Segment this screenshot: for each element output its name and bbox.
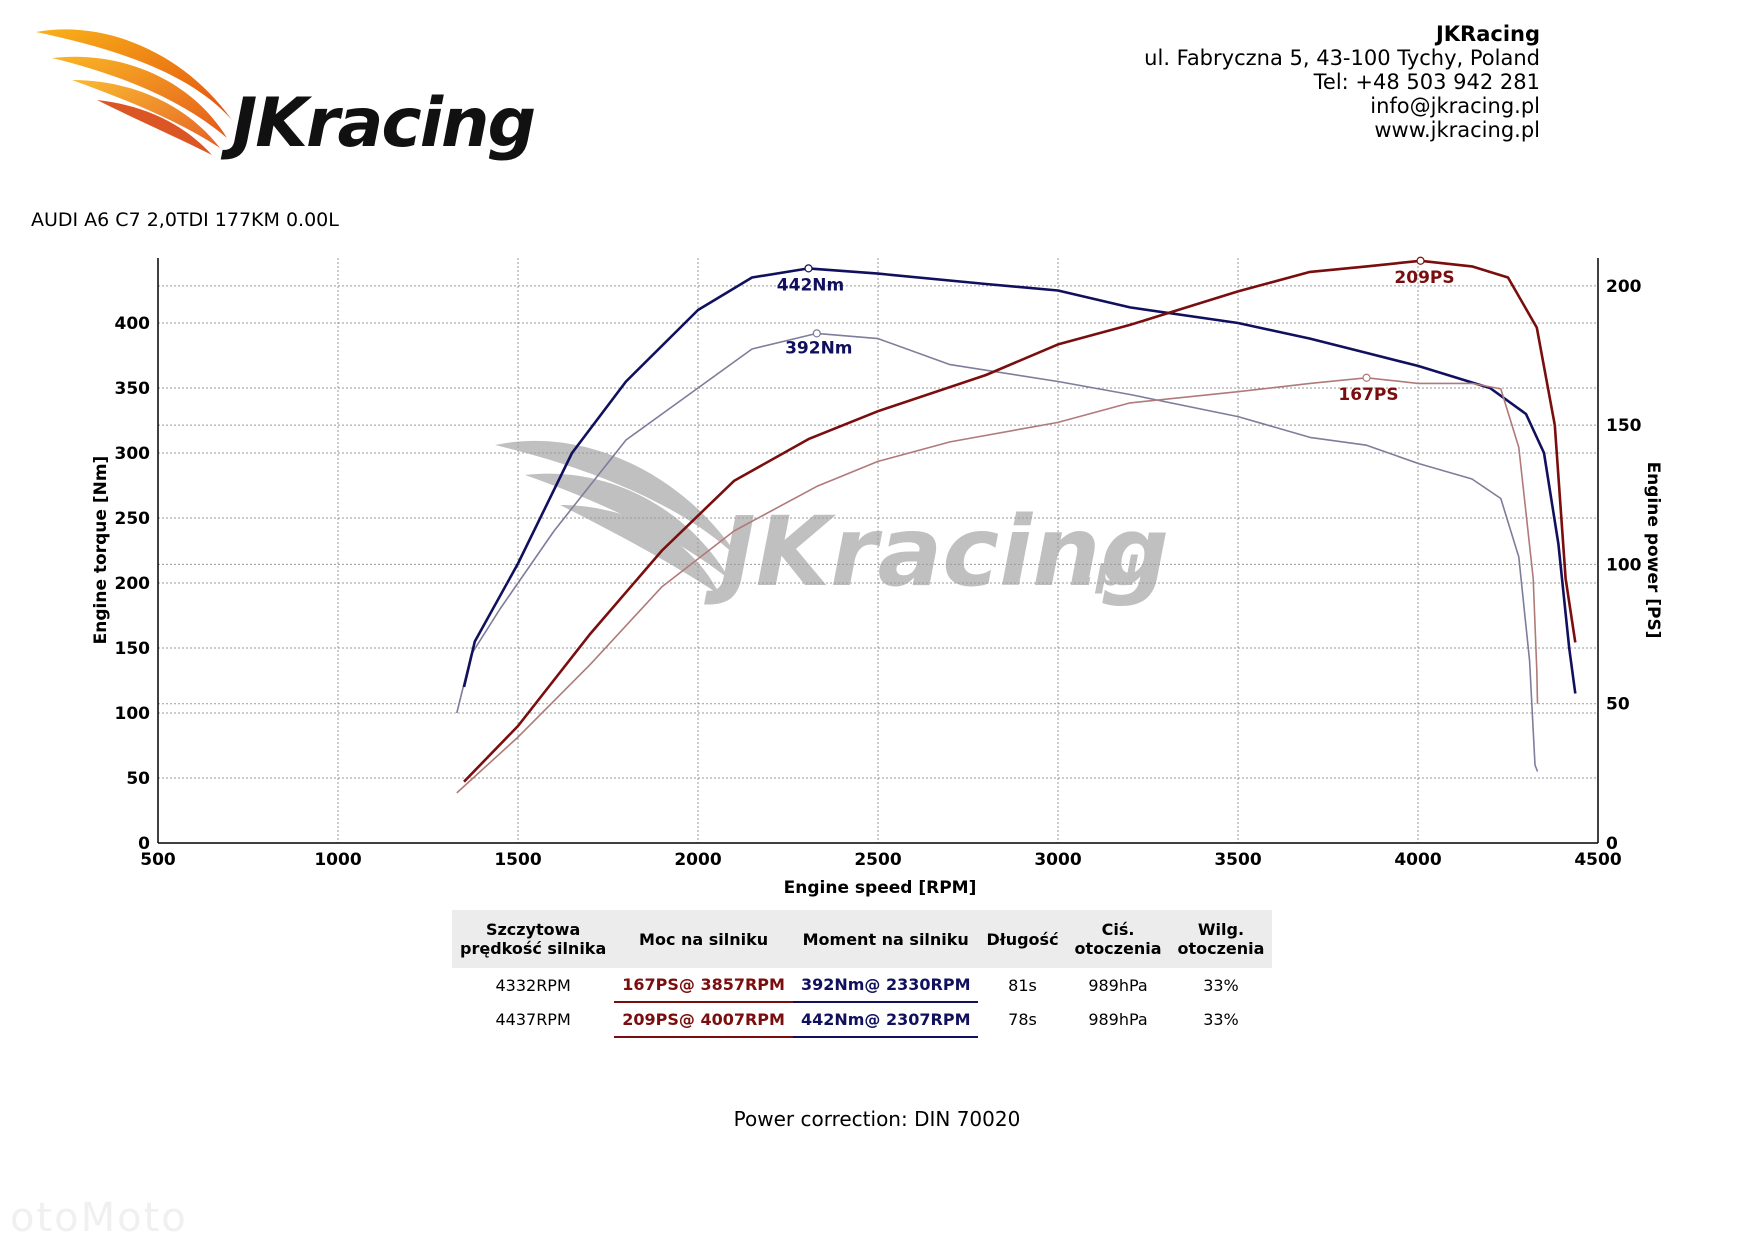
chart-axes: 500 1000 1500 2000 2500 3000 3500 4000 450005010…	[115, 258, 1642, 870]
peak-label-power_tuned: 209PS	[1394, 268, 1454, 288]
company-address: ul. Fabryczna 5, 43-100 Tychy, Poland	[1144, 46, 1540, 70]
logo-wordmark: JKracing	[232, 84, 536, 163]
chart-grid	[157, 258, 1599, 844]
peak-label-power_stock: 167PS	[1338, 385, 1398, 405]
cell-pressure: 989hPa	[1088, 975, 1148, 995]
cell-duration: 78s	[1008, 1010, 1037, 1029]
y-tick-label-left: 0	[138, 834, 150, 854]
watermark-wordmark: JKracing	[704, 496, 1169, 608]
peak-marker-power_stock	[1362, 373, 1371, 382]
y-axis-left-label: Engine torque [Nm]	[91, 456, 111, 645]
y-tick-label-right: 50	[1606, 695, 1630, 715]
x-tick-label: 1000	[314, 850, 361, 870]
vehicle-title: AUDI A6 C7 2,0TDI 177KM 0.00L	[31, 209, 339, 231]
cell-torque: 392Nm@ 2330RPM	[792, 968, 979, 1003]
y-tick-label-left: 400	[115, 314, 151, 334]
table-row: 4437RPM 209PS@ 4007RPM 442Nm@ 2307RPM 78…	[452, 1002, 1272, 1038]
company-phone: Tel: +48 503 942 281	[1313, 70, 1540, 94]
results-header-row: Szczytowa prędkość silnika Moc na silnik…	[452, 910, 1273, 968]
dyno-chart: JKracing .pl 500 1000 1500 2000 2500 3000 3500…	[91, 256, 1663, 898]
y-tick-label-left: 250	[115, 509, 151, 529]
cell-power: 209PS@ 4007RPM	[614, 1002, 793, 1038]
cell-rpm: 4332RPM	[495, 975, 571, 995]
y-tick-label-left: 300	[115, 444, 151, 464]
y-tick-label-left: 50	[126, 769, 150, 789]
peak-marker-torque_tuned	[804, 264, 813, 273]
y-tick-label-left: 150	[115, 639, 151, 659]
company-email[interactable]: info@jkracing.pl	[1370, 94, 1540, 118]
flame-swoosh-icon	[36, 29, 232, 155]
x-tick-label: 4000	[1394, 850, 1441, 870]
x-tick-label: 1500	[494, 850, 541, 870]
peak-marker-power_tuned	[1416, 256, 1425, 265]
y-tick-label-right: 200	[1606, 277, 1642, 297]
power-correction-note: Power correction: DIN 70020	[733, 1107, 1021, 1131]
chart-peaks: 392Nm 442Nm 167PS 209PS	[777, 256, 1455, 405]
x-tick-label: 2500	[854, 850, 901, 870]
peak-label-torque_tuned: 442Nm	[777, 275, 844, 295]
x-tick-label: 3000	[1034, 850, 1081, 870]
y-axis-right-label: Engine power [PS]	[1643, 462, 1663, 639]
cell-humidity: 33%	[1203, 975, 1239, 995]
x-tick-label: 4500	[1574, 850, 1621, 870]
y-tick-label-right: 100	[1606, 555, 1642, 575]
cell-power: 167PS@ 3857RPM	[614, 968, 793, 1003]
peak-marker-torque_stock	[812, 329, 821, 338]
y-tick-label-left: 100	[115, 704, 151, 724]
series-line-power_tuned	[463, 259, 1577, 783]
y-tick-label-left: 350	[115, 379, 151, 399]
header-peak-rpm: Szczytowa prędkość silnika	[452, 910, 615, 968]
peak-label-torque_stock: 392Nm	[785, 338, 852, 358]
company-website[interactable]: www.jkracing.pl	[1374, 118, 1540, 142]
cell-torque: 442Nm@ 2307RPM	[792, 1002, 979, 1038]
company-name: JKRacing	[1435, 22, 1540, 46]
header-power: Moc na silniku	[614, 910, 793, 968]
results-table: Szczytowa prędkość silnika Moc na silnik…	[452, 910, 1273, 1038]
x-tick-label: 3500	[1214, 850, 1261, 870]
y-tick-label-right: 0	[1606, 834, 1618, 854]
cell-pressure: 989hPa	[1088, 1010, 1148, 1029]
y-tick-label-left: 200	[115, 574, 151, 594]
cell-humidity: 33%	[1203, 1010, 1239, 1029]
header-pressure: Ciś. otoczenia	[1066, 910, 1170, 968]
series-line-power_stock	[456, 377, 1539, 794]
cell-duration: 81s	[1008, 975, 1037, 995]
series-line-torque_tuned	[462, 267, 1577, 694]
chart-watermark: JKracing .pl	[495, 440, 1169, 608]
y-tick-label-right: 150	[1606, 416, 1642, 436]
series-line-torque_stock	[456, 332, 1539, 772]
x-tick-label: 2000	[674, 850, 721, 870]
header-humidity: Wilg. otoczenia	[1169, 910, 1273, 968]
watermark-suffix: .pl	[1080, 549, 1139, 595]
jkracing-logo	[32, 20, 452, 165]
header-torque: Moment na silniku	[792, 910, 979, 968]
x-tick-label: 500	[140, 850, 176, 870]
table-row: 4332RPM 167PS@ 3857RPM 392Nm@ 2330RPM 81…	[452, 968, 1272, 1003]
cell-rpm: 4437RPM	[495, 1010, 571, 1029]
company-info: JKRacing ul. Fabryczna 5, 43-100 Tychy, …	[1144, 22, 1540, 142]
bottom-watermark: otoMoto	[10, 1195, 188, 1241]
header-duration: Długość	[978, 910, 1067, 968]
x-axis-label: Engine speed [RPM]	[784, 878, 977, 898]
chart-series	[456, 259, 1577, 794]
